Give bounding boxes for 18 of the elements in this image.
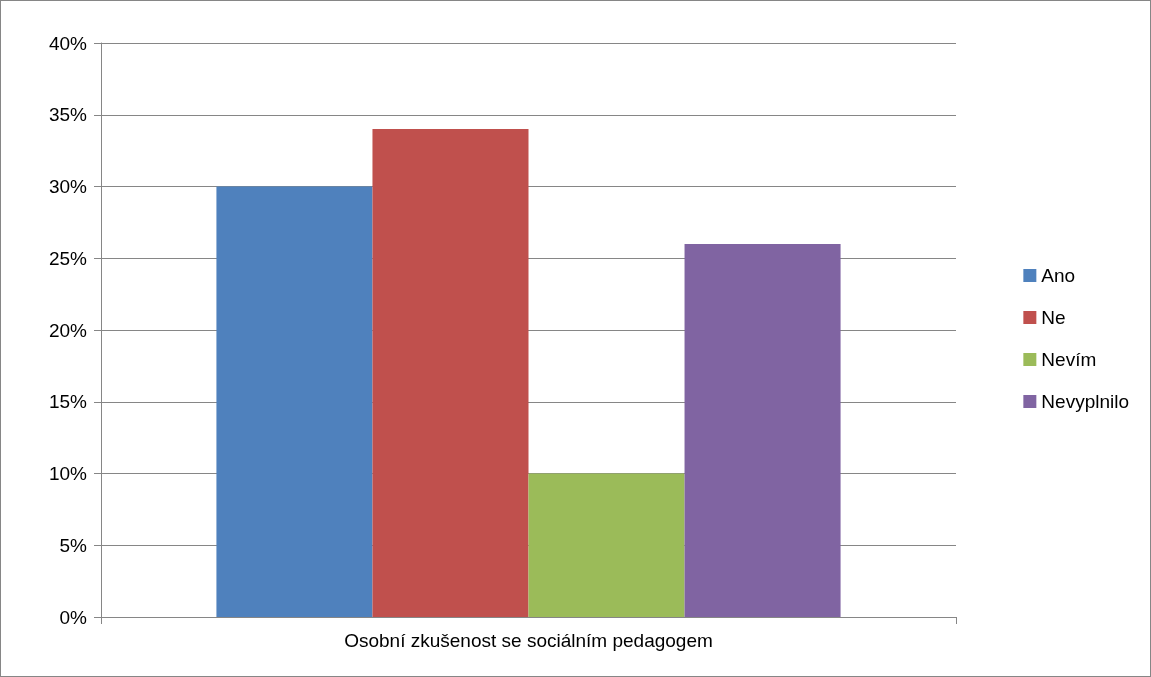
y-tick-label: 15% bbox=[48, 391, 88, 413]
y-tick-label: 0% bbox=[59, 606, 88, 628]
legend-label: Nevyplnilo bbox=[1041, 391, 1129, 412]
legend-label: Ano bbox=[1041, 265, 1076, 286]
y-tick-label: 5% bbox=[59, 534, 88, 556]
y-tick-label: 20% bbox=[48, 319, 88, 341]
y-tick-label: 35% bbox=[48, 104, 88, 126]
bar bbox=[684, 243, 841, 617]
y-tick-label: 40% bbox=[48, 32, 88, 54]
y-tick-label: 10% bbox=[48, 463, 88, 484]
bar bbox=[216, 186, 373, 617]
bar bbox=[528, 473, 685, 617]
y-tick-label: 25% bbox=[48, 247, 88, 269]
x-tick-label: Osobní zkušenost se sociálním pedagogem bbox=[344, 630, 713, 651]
legend-label: Ne bbox=[1041, 307, 1066, 328]
y-tick-label: 30% bbox=[48, 176, 88, 197]
bar bbox=[372, 129, 529, 617]
legend-label: Nevím bbox=[1041, 349, 1097, 370]
